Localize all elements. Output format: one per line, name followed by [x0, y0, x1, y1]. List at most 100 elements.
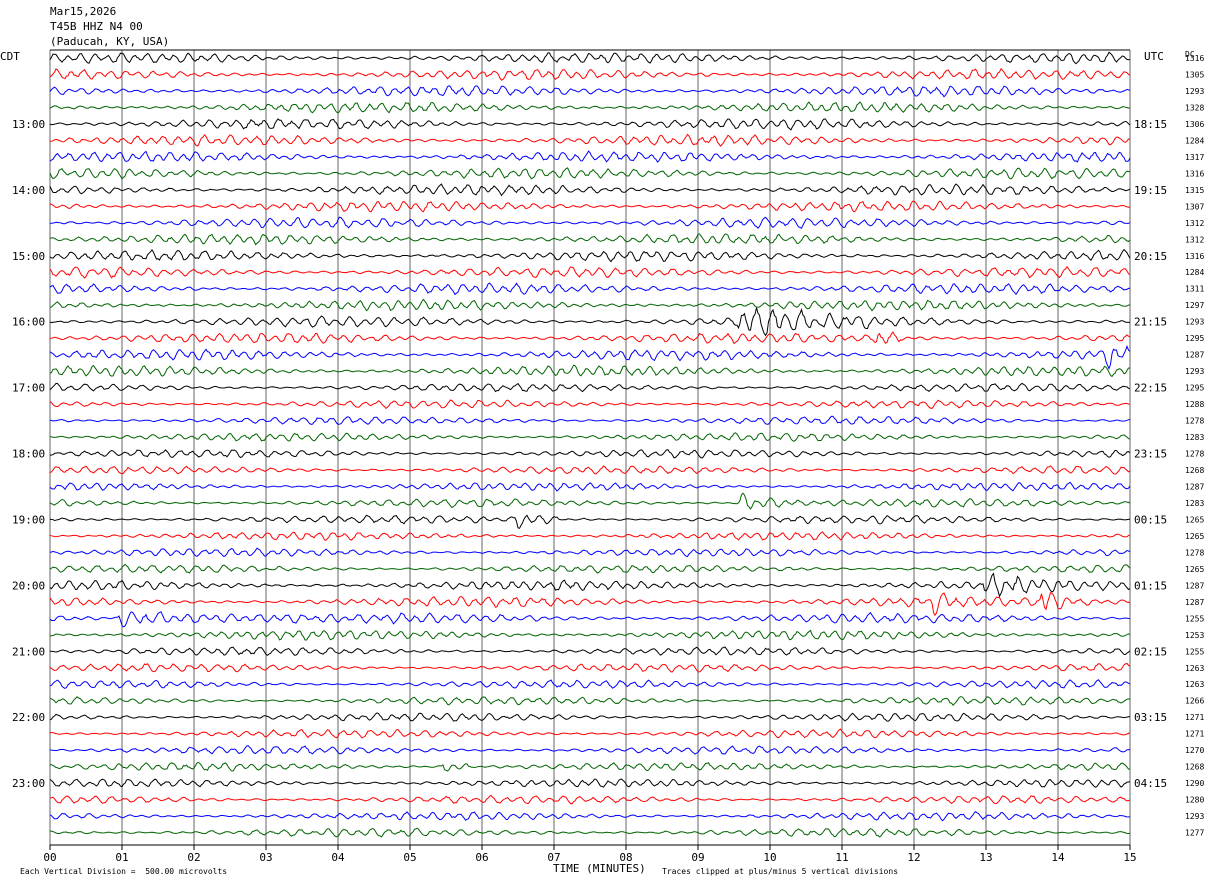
left-hour-label: 13:00 — [12, 118, 45, 131]
dc-offset-value: 1263 — [1185, 680, 1204, 689]
left-hour-label: 17:00 — [12, 382, 45, 395]
right-hour-label: 23:15 — [1134, 448, 1167, 461]
seismic-trace — [49, 233, 1131, 246]
station-code: T45B HHZ N4 00 — [50, 20, 143, 33]
dc-offset-value: 1268 — [1185, 466, 1204, 475]
dc-offset-value: 1278 — [1185, 417, 1204, 426]
seismic-trace — [50, 432, 1131, 442]
dc-offset-value: 1293 — [1185, 318, 1204, 327]
dc-offset-value: 1278 — [1185, 450, 1204, 459]
seismic-trace — [49, 399, 1130, 410]
seismic-trace — [49, 811, 1131, 822]
seismic-trace — [49, 696, 1131, 706]
seismic-trace — [49, 200, 1131, 213]
dc-offset-value: 1278 — [1185, 548, 1204, 557]
right-hour-label: 18:15 — [1134, 118, 1167, 131]
right-hour-label: 22:15 — [1134, 382, 1167, 395]
right-hour-label: 04:15 — [1134, 777, 1167, 790]
dc-offset-value: 1270 — [1185, 746, 1204, 755]
right-hour-label: 01:15 — [1134, 579, 1167, 592]
x-tick-label: 06 — [475, 851, 488, 864]
dc-offset-value: 1293 — [1185, 87, 1204, 96]
right-hour-label: 19:15 — [1134, 184, 1167, 197]
seismic-trace — [49, 563, 1131, 574]
dc-offset-value: 1263 — [1185, 664, 1204, 673]
seismic-trace — [49, 133, 1131, 147]
left-hour-label: 18:00 — [12, 448, 45, 461]
seismic-trace — [49, 282, 1131, 296]
left-hour-label: 20:00 — [12, 579, 45, 592]
seismic-trace — [49, 611, 1131, 628]
left-hour-label: 21:00 — [12, 645, 45, 658]
dc-offset-value: 1271 — [1185, 713, 1204, 722]
seismic-trace — [49, 531, 1131, 541]
seismic-trace — [49, 712, 1131, 722]
dc-offset-value: 1268 — [1185, 763, 1204, 772]
dc-offset-value: 1287 — [1185, 581, 1204, 590]
dc-offset-value: 1253 — [1185, 631, 1204, 640]
seismic-trace — [49, 481, 1131, 492]
dc-offset-value: 1255 — [1185, 647, 1204, 656]
seismic-trace — [49, 415, 1131, 425]
seismic-trace — [49, 307, 1131, 337]
seismic-trace — [49, 364, 1131, 378]
dc-offset-value: 1284 — [1185, 136, 1204, 145]
dc-offset-value: 1295 — [1185, 334, 1204, 343]
right-hour-label: 02:15 — [1134, 645, 1167, 658]
dc-offset-value: 1305 — [1185, 70, 1204, 79]
seismic-trace — [49, 592, 1131, 617]
dc-offset-value: 1283 — [1185, 433, 1204, 442]
right-hour-label: 21:15 — [1134, 316, 1167, 329]
dc-offset-value: 1287 — [1185, 598, 1204, 607]
dc-offset-value: 1317 — [1185, 153, 1204, 162]
seismic-trace — [49, 465, 1131, 475]
seismic-trace — [49, 662, 1131, 673]
x-axis-title: TIME (MINUTES) — [553, 862, 646, 875]
seismic-trace — [49, 629, 1131, 641]
right-hour-label: 20:15 — [1134, 250, 1167, 263]
seismic-trace — [49, 216, 1131, 230]
seismic-trace — [49, 248, 1131, 263]
dc-offset-value: 1312 — [1185, 235, 1204, 244]
x-tick-label: 14 — [1051, 851, 1065, 864]
x-tick-label: 03 — [259, 851, 272, 864]
record-date: Mar15,2026 — [50, 5, 117, 18]
seismic-trace — [49, 761, 1131, 772]
seismic-trace — [49, 382, 1131, 393]
dc-offset-value: 1316 — [1185, 169, 1204, 178]
seismic-trace — [49, 265, 1131, 279]
dc-offset-value: 1311 — [1185, 285, 1204, 294]
x-tick-label: 11 — [835, 851, 848, 864]
dc-offset-value: 1271 — [1185, 730, 1204, 739]
seismic-trace — [49, 547, 1131, 558]
right-timezone-label: UTC — [1144, 50, 1164, 63]
seismic-trace — [49, 514, 1131, 529]
x-tick-label: 05 — [403, 851, 416, 864]
x-tick-label: 01 — [115, 851, 128, 864]
x-tick-label: 10 — [763, 851, 776, 864]
dc-offset-value: 1277 — [1185, 829, 1204, 838]
seismic-trace — [49, 101, 1130, 114]
dc-offset-value: 1265 — [1185, 532, 1204, 541]
dc-offset-value: 1316 — [1185, 54, 1204, 63]
left-hour-label: 14:00 — [12, 184, 45, 197]
seismic-trace — [49, 118, 1131, 131]
dc-offset-value: 1266 — [1185, 697, 1204, 706]
dc-offset-value: 1284 — [1185, 268, 1204, 277]
scale-note: Each Vertical Division = 500.00 microvol… — [20, 867, 228, 876]
x-tick-label: 12 — [907, 851, 920, 864]
clip-note: Traces clipped at plus/minus 5 vertical … — [662, 867, 899, 876]
x-tick-label: 04 — [331, 851, 345, 864]
right-hour-label: 03:15 — [1134, 711, 1167, 724]
seismic-trace — [49, 744, 1131, 755]
seismic-trace — [49, 572, 1131, 598]
seismic-trace — [49, 794, 1131, 805]
dc-offset-value: 1306 — [1185, 120, 1204, 129]
dc-offset-value: 1265 — [1185, 515, 1204, 524]
dc-offset-value: 1297 — [1185, 301, 1204, 310]
dc-offset-header: DC — [1185, 50, 1195, 59]
right-hour-label: 00:15 — [1134, 513, 1167, 526]
dc-offset-value: 1288 — [1185, 400, 1204, 409]
left-hour-label: 22:00 — [12, 711, 45, 724]
seismic-trace — [49, 183, 1131, 197]
